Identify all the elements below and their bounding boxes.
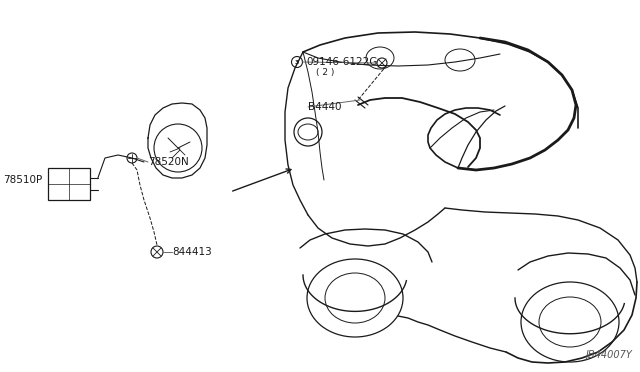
Text: 78510P: 78510P [3,175,42,185]
Text: 3: 3 [295,60,299,64]
Text: 844413: 844413 [172,247,212,257]
Text: 09146-6122G: 09146-6122G [306,57,378,67]
Text: ( 2 ): ( 2 ) [316,68,334,77]
Text: 78520N: 78520N [148,157,189,167]
Text: JB44007Y: JB44007Y [586,350,633,360]
Text: B4440: B4440 [308,102,342,112]
Bar [48,168,90,200]
